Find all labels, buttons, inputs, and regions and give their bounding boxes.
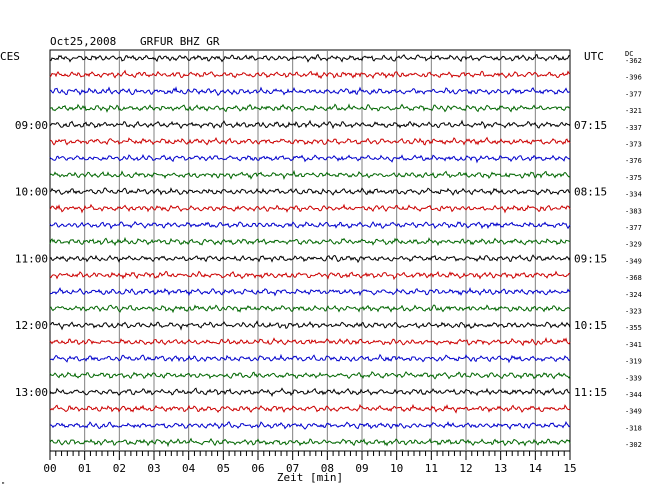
- left-timezone-label: CES: [0, 50, 20, 63]
- dc-offset-label: -344: [625, 391, 642, 399]
- dc-offset-label: -377: [625, 90, 642, 98]
- x-tick-label: 00: [43, 462, 56, 475]
- x-tick-label: 10: [390, 462, 403, 475]
- seismic-trace: [49, 53, 571, 63]
- grid-layer: [49, 49, 571, 460]
- right-hour-label: 10:15: [574, 319, 607, 332]
- seismic-trace: [49, 387, 571, 397]
- dc-offset-label: -362: [625, 57, 642, 65]
- x-tick-label: 02: [113, 462, 126, 475]
- seismic-trace: [49, 304, 571, 314]
- right-hour-label: 07:15: [574, 119, 607, 132]
- dc-offset-label: -334: [625, 191, 642, 199]
- x-tick-label: 06: [251, 462, 264, 475]
- seismic-trace: [49, 154, 571, 164]
- dc-offset-label: -341: [625, 341, 642, 349]
- x-tick-label: 11: [425, 462, 438, 475]
- dc-offset-label: -377: [625, 224, 642, 232]
- dc-offset-label: -318: [625, 424, 642, 432]
- seismic-trace: [49, 286, 571, 297]
- x-tick-label: 14: [529, 462, 543, 475]
- dc-offset-label: -324: [625, 291, 642, 299]
- dc-offset-label: -355: [625, 324, 642, 332]
- x-axis-label: Zeit [min]: [277, 471, 343, 484]
- seismic-trace: [49, 371, 571, 380]
- x-tick-label: 13: [494, 462, 507, 475]
- seismic-trace: [49, 420, 571, 430]
- dc-offset-label: -368: [625, 274, 642, 282]
- x-tick-label: 01: [78, 462, 91, 475]
- right-hour-label: 08:15: [574, 186, 607, 199]
- dc-offset-label: -396: [625, 74, 642, 82]
- seismic-trace: [49, 236, 571, 247]
- seismic-trace: [49, 320, 571, 331]
- dc-offset-label: -339: [625, 374, 642, 382]
- x-tick-label: 09: [355, 462, 368, 475]
- seismic-trace: [49, 136, 571, 146]
- seismic-trace: [49, 254, 571, 264]
- seismic-trace: [49, 119, 571, 130]
- x-tick-label: 03: [147, 462, 160, 475]
- seismic-trace: [49, 86, 571, 97]
- x-tick-label: 12: [459, 462, 472, 475]
- dc-header-label: DC: [625, 50, 633, 58]
- seismic-trace: [49, 103, 571, 113]
- right-timezone-label: UTC: [584, 50, 604, 63]
- x-tick-label: 05: [217, 462, 230, 475]
- dc-offset-label: -349: [625, 257, 642, 265]
- dc-offset-label: -323: [625, 308, 642, 316]
- left-hour-label: 11:00: [15, 252, 48, 265]
- dc-offset-label: -321: [625, 107, 642, 115]
- dc-offset-label: -319: [625, 358, 642, 366]
- chart-station: GRFUR BHZ GR: [140, 35, 220, 48]
- left-hour-label: 09:00: [15, 119, 48, 132]
- right-hour-label: 09:15: [574, 252, 607, 265]
- seismic-trace: [49, 220, 571, 230]
- seismic-trace: [49, 270, 571, 281]
- right-hour-label: 11:15: [574, 386, 607, 399]
- seismic-trace: [49, 187, 571, 196]
- dc-offset-label: -302: [625, 441, 642, 449]
- seismic-trace: [49, 353, 571, 364]
- seismic-trace: [49, 169, 571, 180]
- seismic-trace: [49, 337, 571, 347]
- dc-offset-label: -349: [625, 408, 642, 416]
- dc-offset-label: -373: [625, 141, 642, 149]
- left-hour-label: 12:00: [15, 319, 48, 332]
- seismic-trace: [49, 203, 571, 214]
- seismic-trace: [49, 437, 571, 448]
- x-tick-label: 07: [286, 462, 299, 475]
- x-tick-label: 08: [321, 462, 334, 475]
- label-layer: 00 01 02 03 04 05 06 07 08 09 10 11 12 13 14 15 -362 -396…: [15, 57, 642, 475]
- chart-date: Oct25,2008: [50, 35, 116, 48]
- seismic-trace: [49, 69, 571, 80]
- dc-offset-label: -337: [625, 124, 642, 132]
- seismic-trace: [49, 403, 571, 414]
- corner-mark: ": [1, 481, 5, 489]
- trace-layer: [49, 53, 571, 448]
- left-hour-label: 10:00: [15, 186, 48, 199]
- dc-offset-label: -375: [625, 174, 642, 182]
- x-tick-label: 04: [182, 462, 196, 475]
- dc-offset-label: -383: [625, 207, 642, 215]
- dc-offset-label: -329: [625, 241, 642, 249]
- left-hour-label: 13:00: [15, 386, 48, 399]
- dc-offset-label: -376: [625, 157, 642, 165]
- x-tick-label: 15: [563, 462, 576, 475]
